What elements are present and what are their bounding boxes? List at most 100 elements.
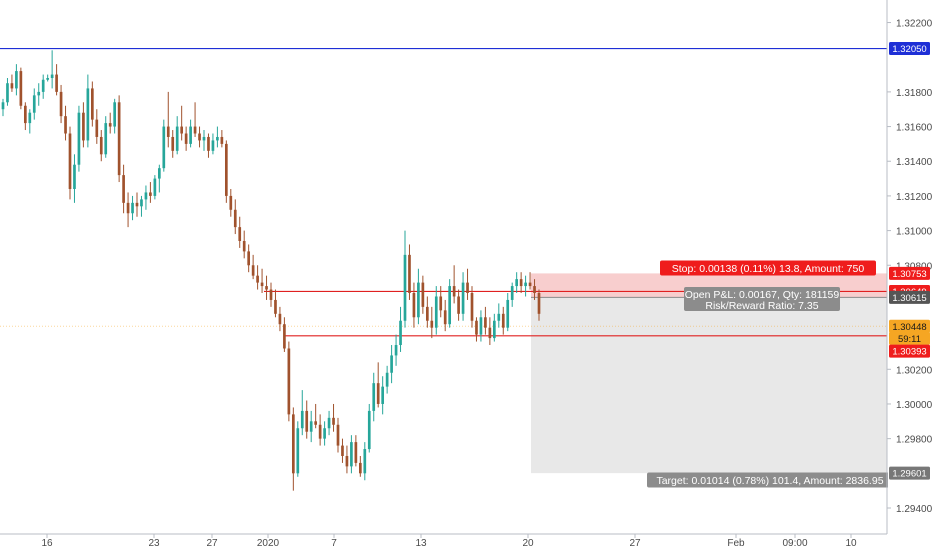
x-tick-label: Feb <box>727 538 745 549</box>
y-tick-label: 1.29400 <box>896 504 932 515</box>
candle-body <box>46 78 50 80</box>
candle-body <box>341 445 344 456</box>
candle-body <box>417 282 420 318</box>
candle-body <box>73 164 76 189</box>
candle-body <box>180 126 184 134</box>
candle-body <box>144 192 148 200</box>
candle-body <box>117 102 121 176</box>
y-tick-label: 1.29800 <box>896 435 932 446</box>
candle-body <box>390 355 393 373</box>
x-tick-label: 16 <box>41 538 53 549</box>
x-tick-label: 7 <box>331 538 337 549</box>
y-tick-label: 1.30200 <box>896 365 932 376</box>
candle-body <box>381 386 385 404</box>
candle-body <box>488 327 492 339</box>
candle-body <box>506 299 510 328</box>
candle-body <box>15 71 18 89</box>
candle-body <box>233 209 237 228</box>
price-axis[interactable]: 1.32200 1.31800 1.31600 1.31400 1.31200 1.310… <box>887 19 932 515</box>
candle-body <box>412 293 416 318</box>
y-tick-label: 1.31000 <box>896 227 932 238</box>
price-label-box <box>889 319 930 333</box>
pnl-callout[interactable]: Open P&L: 0.00167, Qty: 181159Risk/Rewar… <box>684 287 840 312</box>
pnl-callout-box <box>684 287 840 311</box>
candle-body <box>492 320 496 339</box>
candle-body <box>95 119 99 137</box>
candle-body <box>524 282 527 287</box>
y-tick-label: 1.31800 <box>896 88 932 99</box>
candle-body <box>251 265 255 276</box>
price-label-text: 1.30393 <box>892 347 926 358</box>
candle-body <box>533 286 536 294</box>
candle-body <box>399 320 402 346</box>
y-tick-label: 1.30000 <box>896 400 932 411</box>
candle-body <box>220 136 224 144</box>
candle-body <box>162 126 166 169</box>
candle-body <box>260 282 264 287</box>
candle-body <box>19 71 23 106</box>
price-label-text: 1.29601 <box>892 469 926 480</box>
candle-body <box>425 306 429 321</box>
candle-body <box>345 455 349 467</box>
candle-body <box>175 126 179 151</box>
candle-body <box>229 195 233 210</box>
target-callout[interactable]: Target: 0.01014 (0.78%) 101.4, Amount: 2… <box>647 472 893 488</box>
candle-body <box>247 251 251 266</box>
candle-body <box>59 91 63 117</box>
pnl-callout-text-2: Risk/Reward Ratio: 7.35 <box>705 300 818 312</box>
candle-body <box>131 202 134 214</box>
candle-body <box>439 296 443 311</box>
candle-body <box>358 462 362 474</box>
candle-body <box>283 324 286 349</box>
candle-body <box>515 279 519 287</box>
candle-body <box>274 299 277 314</box>
level-lines <box>0 47 887 337</box>
candle-body <box>77 112 81 165</box>
candle-body <box>171 136 175 151</box>
price-label-box <box>889 266 930 280</box>
candle-body <box>497 313 501 321</box>
candle-body <box>82 112 85 141</box>
candle-body <box>287 348 291 415</box>
x-tick-label: 27 <box>629 538 641 549</box>
candle-body <box>354 442 358 463</box>
stop-callout-box <box>660 260 876 276</box>
target-zone <box>531 297 887 474</box>
price-label-text: 1.30753 <box>892 269 926 280</box>
candle-body <box>189 126 192 144</box>
candle-body <box>403 254 407 321</box>
candle-body <box>501 313 505 328</box>
candle-body <box>300 410 304 429</box>
candle-body <box>99 136 103 155</box>
candle-body <box>510 286 514 300</box>
target-callout-box <box>647 472 893 488</box>
candle-body <box>537 293 541 314</box>
candle-body <box>376 383 380 404</box>
time-axis[interactable]: 16 23 27 2020 7 13 20 27 Feb 09:00 10 <box>41 534 857 549</box>
candle-body <box>305 410 309 432</box>
candle-body <box>140 199 143 207</box>
stop-callout[interactable]: Stop: 0.00138 (0.11%) 13.8, Amount: 750 <box>660 260 876 276</box>
position-callouts: Stop: 0.00138 (0.11%) 13.8, Amount: 750 O… <box>647 260 893 488</box>
candle-body <box>157 168 161 179</box>
price-label: 1.29601 <box>889 466 930 480</box>
candle-body <box>457 296 460 314</box>
price-label-box <box>889 344 930 358</box>
x-tick-label: 2020 <box>257 538 280 549</box>
candle-body <box>32 95 36 113</box>
candle-body <box>367 410 371 450</box>
stop-callout-text: Stop: 0.00138 (0.11%) 13.8, Amount: 750 <box>672 263 865 275</box>
candle-body <box>269 289 273 300</box>
price-label: 59:11 <box>889 331 930 345</box>
candle-body <box>68 133 72 189</box>
candle-body <box>50 74 54 79</box>
candle-body <box>430 320 434 328</box>
target-callout-text: Target: 0.01014 (0.78%) 101.4, Amount: 2… <box>656 475 883 487</box>
candle-body <box>37 91 41 96</box>
x-tick-label: 13 <box>415 538 427 549</box>
candle-body <box>211 140 215 151</box>
candle-body <box>126 202 130 214</box>
price-label-box <box>889 466 930 480</box>
